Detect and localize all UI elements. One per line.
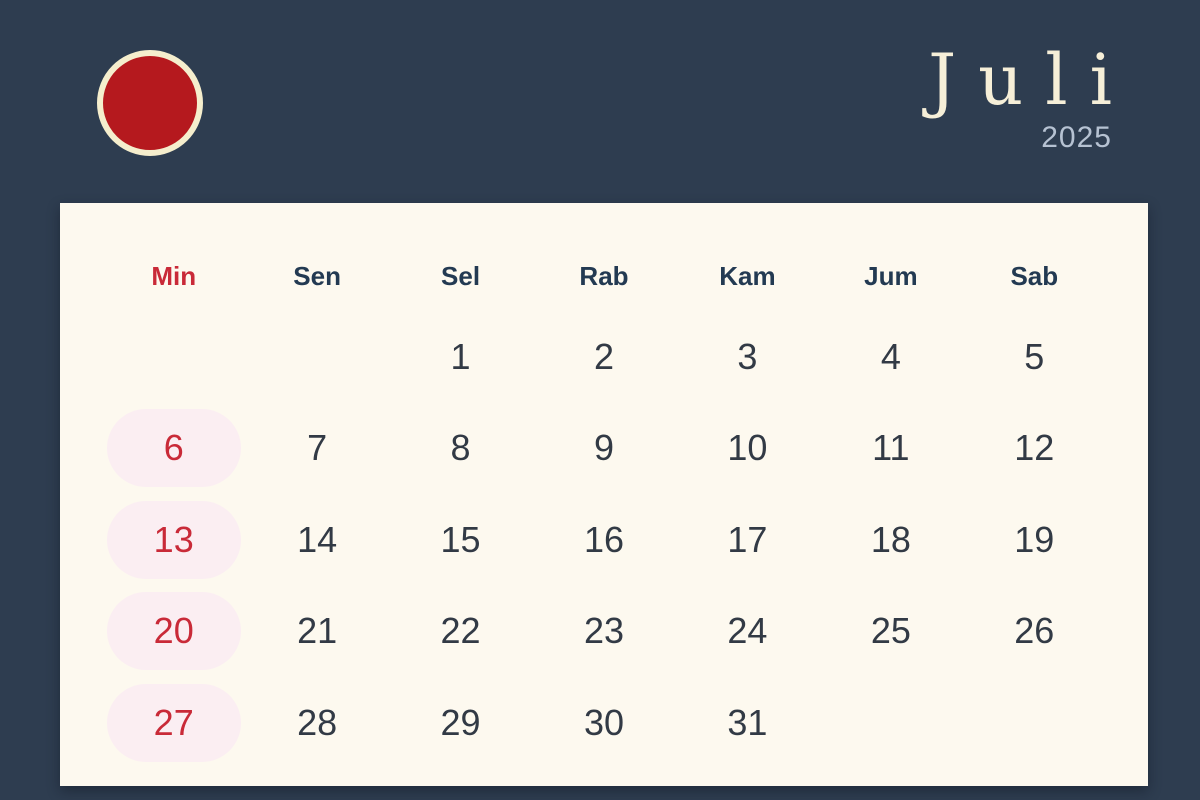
day-header-kam: Kam (719, 260, 776, 291)
day-cell[interactable]: 22 (440, 610, 481, 652)
day-cell[interactable]: 25 (870, 610, 911, 652)
day-cell[interactable]: 23 (583, 610, 625, 652)
day-cell[interactable]: 5 (1024, 335, 1045, 377)
day-cell[interactable]: 11 (872, 427, 910, 469)
day-cell[interactable]: 9 (593, 427, 614, 469)
day-cell[interactable]: 18 (870, 518, 911, 560)
day-cell[interactable]: 3 (737, 335, 758, 377)
day-cell[interactable]: 19 (1014, 518, 1055, 560)
day-cell-highlighted[interactable]: 6 (102, 403, 245, 495)
day-cell[interactable]: 26 (1014, 610, 1055, 652)
year-label: 2025 (1041, 121, 1112, 154)
empty-cell (819, 677, 962, 769)
calendar-title: Juli 2025 (928, 42, 1112, 155)
day-cell[interactable]: 16 (583, 518, 625, 560)
calendar-grid: Min Sen Sel Rab Kam Jum Sab 1 2 3 4 5 6 … (102, 241, 1106, 769)
day-cell[interactable]: 21 (297, 610, 338, 652)
day-header-sen: Sen (293, 260, 341, 291)
red-circle-logo (97, 50, 203, 156)
day-cell[interactable]: 24 (727, 610, 768, 652)
day-cell[interactable]: 29 (440, 701, 481, 743)
day-cell[interactable]: 14 (297, 518, 338, 560)
day-cell[interactable]: 12 (1014, 427, 1055, 469)
day-cell[interactable]: 15 (440, 518, 481, 560)
day-cell[interactable]: 30 (583, 701, 625, 743)
empty-cell (245, 311, 388, 403)
day-header-min: Min (151, 260, 197, 291)
day-cell-highlighted[interactable]: 13 (102, 494, 245, 586)
empty-cell (963, 677, 1106, 769)
day-cell[interactable]: 7 (307, 427, 328, 469)
calendar-panel: Min Sen Sel Rab Kam Jum Sab 1 2 3 4 5 6 … (60, 203, 1148, 786)
day-cell[interactable]: 17 (727, 518, 768, 560)
day-cell-highlighted[interactable]: 20 (102, 586, 245, 678)
day-cell[interactable]: 28 (297, 701, 338, 743)
day-cell[interactable]: 10 (727, 427, 768, 469)
day-cell[interactable]: 4 (880, 335, 901, 377)
day-cell[interactable]: 8 (450, 427, 471, 469)
day-header-sel: Sel (441, 260, 481, 291)
day-header-sab: Sab (1010, 260, 1059, 291)
day-cell-highlighted[interactable]: 27 (102, 677, 245, 769)
day-cell[interactable]: 2 (593, 335, 614, 377)
day-cell[interactable]: 31 (727, 701, 768, 743)
day-cell[interactable]: 1 (450, 335, 471, 377)
day-header-rab: Rab (579, 260, 629, 291)
day-header-jum: Jum (864, 260, 918, 291)
empty-cell (102, 311, 245, 403)
month-title: Juli (928, 39, 1134, 121)
